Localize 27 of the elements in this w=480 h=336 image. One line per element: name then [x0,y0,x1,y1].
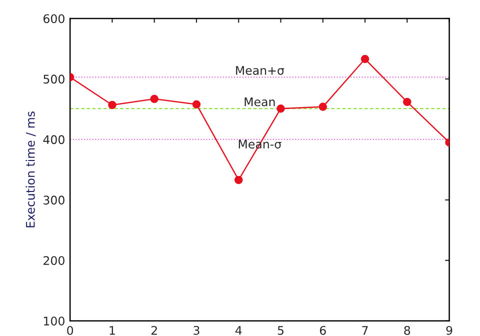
x-tick-label: 6 [320,326,326,335]
point [150,94,158,104]
y-tick-label: 400 [43,135,64,144]
y-tick-label: 100 [44,316,64,326]
x-tick-label: 7 [362,326,368,335]
y-tick-label: 500 [44,74,64,84]
point [276,104,285,113]
point [360,54,370,64]
point [318,102,327,111]
point [403,98,412,106]
x-tick-label: 2 [151,326,157,335]
point [192,100,201,108]
x-tick-label: 1 [110,326,115,335]
y-tick-label: 600 [44,14,64,24]
ref-line-label: Mean [244,98,275,106]
x-tick-label: 8 [404,326,410,335]
x-tick-label: 0 [67,326,74,335]
x-tick-label: 5 [278,326,284,335]
point [108,100,116,110]
x-tick-label: 3 [194,326,200,335]
y-axis-title: Execution time / ms [26,112,36,228]
x-tick-label: 4 [235,326,242,335]
point [234,176,243,184]
y-tick-label: 300 [44,196,64,205]
x-tick-label: 9 [446,326,452,335]
ref-line-label: Mean+σ [236,66,284,75]
y-tick-label: 200 [44,256,64,266]
